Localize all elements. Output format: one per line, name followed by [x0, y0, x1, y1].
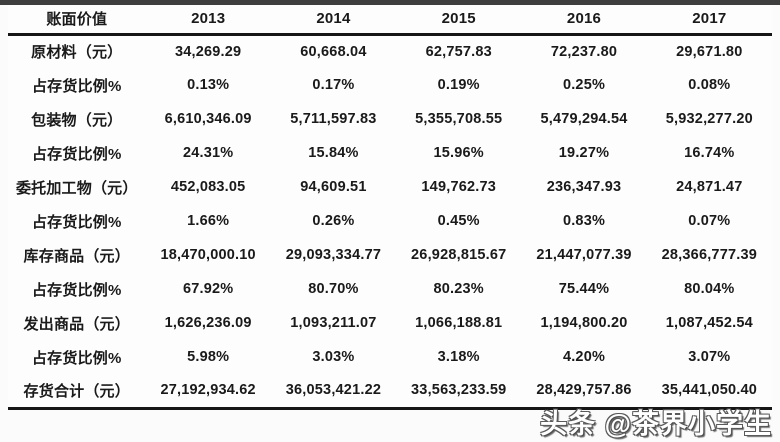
cell-value: 0.25%: [562, 77, 606, 93]
cell-value: 29,671.80: [676, 43, 743, 60]
cell-value: 16.74%: [684, 145, 735, 161]
cell-value: 24.31%: [182, 145, 234, 161]
cell-value: 75.44%: [558, 281, 610, 297]
cell-value: 1,194,800.20: [540, 315, 628, 331]
cell-value: 19.27%: [558, 145, 610, 161]
row-label: 存货合计（元）: [23, 382, 130, 400]
cell-value: 60,668.04: [300, 43, 367, 60]
cell-value: 62,757.83: [425, 43, 492, 60]
cell-value: 3.07%: [688, 349, 731, 365]
cell-value: 0.83%: [562, 213, 606, 229]
inventory-book-value-table: 账面价值 2013 2014 2015 2016 2017 原材料（元） 34,…: [8, 5, 772, 410]
table-header-row: 账面价值 2013 2014 2015 2016 2017: [8, 5, 772, 34]
cell-value: 15.84%: [308, 145, 359, 161]
cell-value: 236,347.93: [546, 179, 622, 195]
table-row-finished-goods: 库存商品（元） 18,470,000.10 29,093,334.77 26,9…: [8, 238, 772, 272]
cell-value: 72,237.80: [550, 43, 618, 60]
row-label: 占存货比例%: [31, 281, 122, 299]
cell-value: 5,711,597.83: [290, 111, 377, 127]
cell-value: 80.23%: [433, 281, 484, 297]
cell-value: 21,447,077.39: [536, 247, 632, 263]
row-label: 占存货比例%: [31, 77, 122, 95]
cell-value: 28,366,777.39: [661, 247, 757, 263]
cell-value: 33,563,233.59: [411, 382, 507, 399]
cell-value: 1,087,452.54: [665, 315, 753, 331]
table-row-consigned-processing-pct: 占存货比例% 1.66% 0.26% 0.45% 0.83% 0.07%: [8, 204, 772, 238]
table-row-packaging: 包装物（元） 6,610,346.09 5,711,597.83 5,355,7…: [8, 102, 772, 136]
row-label: 发出商品（元）: [23, 315, 130, 333]
cell-value: 24,871.47: [676, 179, 743, 195]
cell-value: 28,429,757.86: [536, 382, 632, 399]
cell-value: 80.70%: [308, 281, 359, 297]
cell-value: 452,083.05: [170, 179, 246, 195]
row-label: 占存货比例%: [31, 349, 122, 367]
cell-value: 0.26%: [312, 213, 355, 229]
table-row-inventory-total: 存货合计（元） 27,192,934.62 36,053,421.22 33,5…: [8, 374, 772, 408]
table-row-raw-materials: 原材料（元） 34,269.29 60,668.04 62,757.83 72,…: [8, 34, 772, 68]
row-label: 占存货比例%: [31, 213, 122, 231]
cell-value: 3.03%: [312, 349, 355, 365]
cell-value: 0.17%: [312, 77, 355, 93]
cell-value: 3.18%: [437, 349, 480, 365]
cell-value: 5,355,708.55: [415, 111, 503, 127]
row-label: 委托加工物（元）: [15, 179, 138, 197]
cell-value: 34,269.29: [175, 43, 242, 60]
table-row-raw-materials-pct: 占存货比例% 0.13% 0.17% 0.19% 0.25% 0.08%: [8, 68, 772, 102]
cell-value: 26,928,815.67: [411, 247, 507, 263]
cell-value: 0.45%: [437, 213, 480, 229]
table-row-goods-shipped-pct: 占存货比例% 5.98% 3.03% 3.18% 4.20% 3.07%: [8, 340, 772, 374]
column-header-2014: 2014: [316, 10, 351, 28]
cell-value: 29,093,334.77: [285, 247, 382, 263]
cell-value: 18,470,000.10: [160, 247, 256, 263]
toutiao-watermark: 头条 @茶界小学生: [540, 409, 772, 439]
table-top-border: [0, 0, 780, 5]
cell-value: 27,192,934.62: [160, 382, 256, 399]
cell-value: 15.96%: [433, 145, 484, 161]
table-row-consigned-processing: 委托加工物（元） 452,083.05 94,609.51 149,762.73…: [8, 170, 772, 204]
row-label: 占存货比例%: [31, 145, 122, 163]
cell-value: 80.04%: [684, 281, 735, 297]
row-label: 原材料（元）: [31, 44, 123, 62]
table-row-goods-shipped: 发出商品（元） 1,626,236.09 1,093,211.07 1,066,…: [8, 306, 772, 340]
column-header-2013: 2013: [191, 10, 226, 28]
column-header-2016: 2016: [566, 10, 602, 28]
table-row-finished-goods-pct: 占存货比例% 67.92% 80.70% 80.23% 75.44% 80.04…: [8, 272, 772, 306]
cell-value: 4.20%: [562, 349, 606, 365]
row-label: 库存商品（元）: [23, 247, 130, 265]
cell-value: 149,762.73: [421, 179, 496, 195]
column-header-2015: 2015: [441, 10, 476, 28]
cell-value: 0.08%: [688, 77, 731, 93]
column-header-2017: 2017: [692, 10, 727, 28]
cell-value: 0.13%: [187, 77, 230, 93]
row-label: 包装物（元）: [31, 111, 123, 129]
cell-value: 35,441,050.40: [661, 382, 757, 399]
cell-value: 0.19%: [437, 77, 480, 93]
cell-value: 94,609.51: [300, 179, 367, 195]
cell-value: 5,479,294.54: [540, 111, 628, 127]
column-header-book-value: 账面价值: [46, 11, 108, 29]
cell-value: 1,626,236.09: [164, 315, 252, 331]
cell-value: 1,066,188.81: [415, 315, 503, 331]
table-row-packaging-pct: 占存货比例% 24.31% 15.84% 15.96% 19.27% 16.74…: [8, 136, 772, 170]
cell-value: 67.92%: [182, 281, 234, 297]
cell-value: 1.66%: [187, 213, 230, 229]
cell-value: 1,093,211.07: [290, 315, 377, 331]
cell-value: 0.07%: [688, 213, 731, 229]
cell-value: 36,053,421.22: [285, 382, 382, 399]
cell-value: 5,932,277.20: [665, 111, 753, 127]
cell-value: 6,610,346.09: [164, 111, 252, 127]
cell-value: 5.98%: [187, 349, 230, 365]
